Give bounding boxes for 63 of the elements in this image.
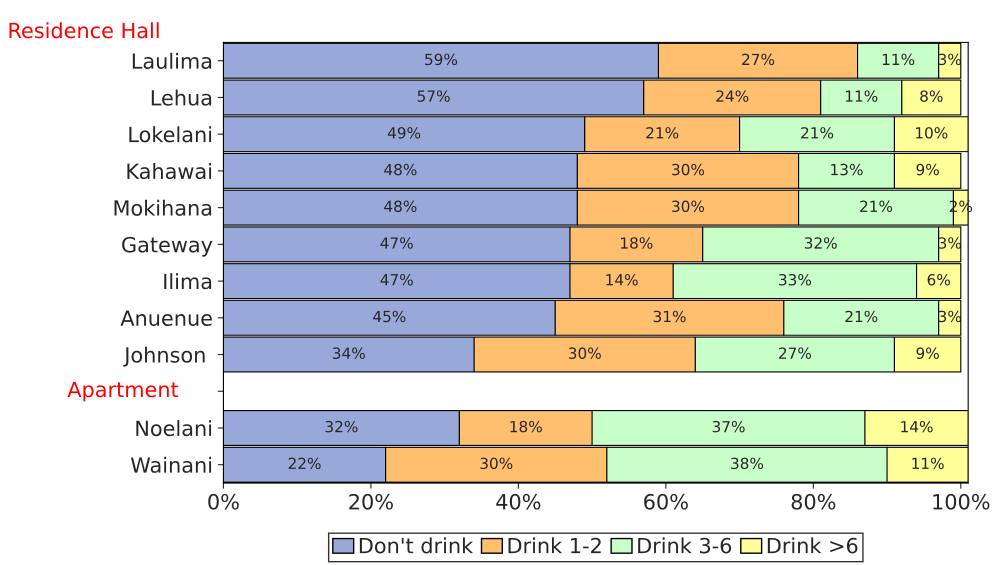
text: Residence Hall	[9, 22, 159, 38]
y-tick-label: Ilima	[164, 273, 212, 290]
data-label: 32%	[804, 237, 837, 249]
legend-label: Drink >6	[768, 537, 858, 554]
data-label: 22%	[288, 458, 321, 470]
data-label: 9%	[916, 164, 939, 176]
data-label: 47%	[380, 237, 413, 249]
data-label: 11%	[846, 90, 878, 102]
text: Apartment	[67, 382, 178, 402]
data-label: 47%	[380, 274, 413, 286]
data-label: 6%	[928, 274, 950, 286]
data-label: 38%	[731, 458, 764, 470]
legend-label: Drink 1-2	[508, 537, 601, 554]
data-label: 18%	[621, 237, 652, 249]
data-label: 48%	[384, 164, 417, 176]
data-label: 34%	[332, 347, 365, 359]
data-label: 11%	[882, 54, 914, 66]
x-tick-label: 100%	[933, 494, 990, 510]
data-label: 30%	[672, 200, 704, 212]
data-label: 14%	[901, 420, 933, 432]
data-label: 57%	[418, 90, 450, 102]
data-label: 30%	[568, 347, 601, 359]
y-tick-label: Anuenue	[120, 310, 212, 326]
data-label: 8%	[920, 90, 943, 102]
data-label: 21%	[860, 200, 892, 212]
y-tick-label: Lehua	[152, 90, 212, 106]
data-label: 11%	[912, 458, 944, 470]
data-label: 31%	[654, 310, 686, 322]
y-tick-label: Mokihana	[114, 200, 212, 216]
data-label: 32%	[326, 420, 358, 432]
data-label: 9%	[916, 347, 939, 359]
data-label: 27%	[779, 347, 812, 359]
data-label: 27%	[742, 54, 774, 66]
data-label: 59%	[425, 54, 458, 66]
x-tick-label: 20%	[349, 494, 393, 510]
y-tick-label: Wainani	[130, 456, 212, 473]
data-label: 18%	[510, 420, 542, 432]
y-tick-label: Gateway	[122, 236, 212, 257]
data-label: 48%	[384, 200, 417, 212]
x-tick-label: 80%	[792, 494, 836, 510]
data-label: 21%	[646, 127, 678, 139]
data-label: 24%	[716, 90, 748, 102]
data-label: 21%	[845, 310, 878, 322]
data-label: 21%	[801, 127, 834, 139]
data-label: 30%	[672, 164, 704, 176]
data-label: 13%	[831, 164, 863, 176]
data-label: 33%	[779, 274, 812, 286]
x-tick-label: 40%	[496, 494, 540, 510]
y-tick-label: Kahawai	[127, 162, 212, 180]
data-label: 14%	[606, 274, 638, 286]
data-label: 45%	[373, 310, 406, 322]
x-tick-label: 0%	[208, 494, 239, 510]
x-tick-label: 60%	[644, 494, 688, 510]
data-label: 37%	[712, 420, 745, 432]
y-tick-label: Johnson	[123, 346, 205, 367]
data-label: 49%	[388, 127, 420, 139]
data-label: 30%	[480, 458, 512, 470]
legend-label: Drink 3-6	[638, 537, 732, 554]
y-tick-label: Lokelani	[129, 126, 212, 142]
legend-label: Don't drink	[360, 537, 474, 554]
data-label: 10%	[916, 127, 948, 139]
y-tick-label: Laulima	[132, 52, 212, 69]
y-tick-label: Noelani	[136, 420, 212, 436]
